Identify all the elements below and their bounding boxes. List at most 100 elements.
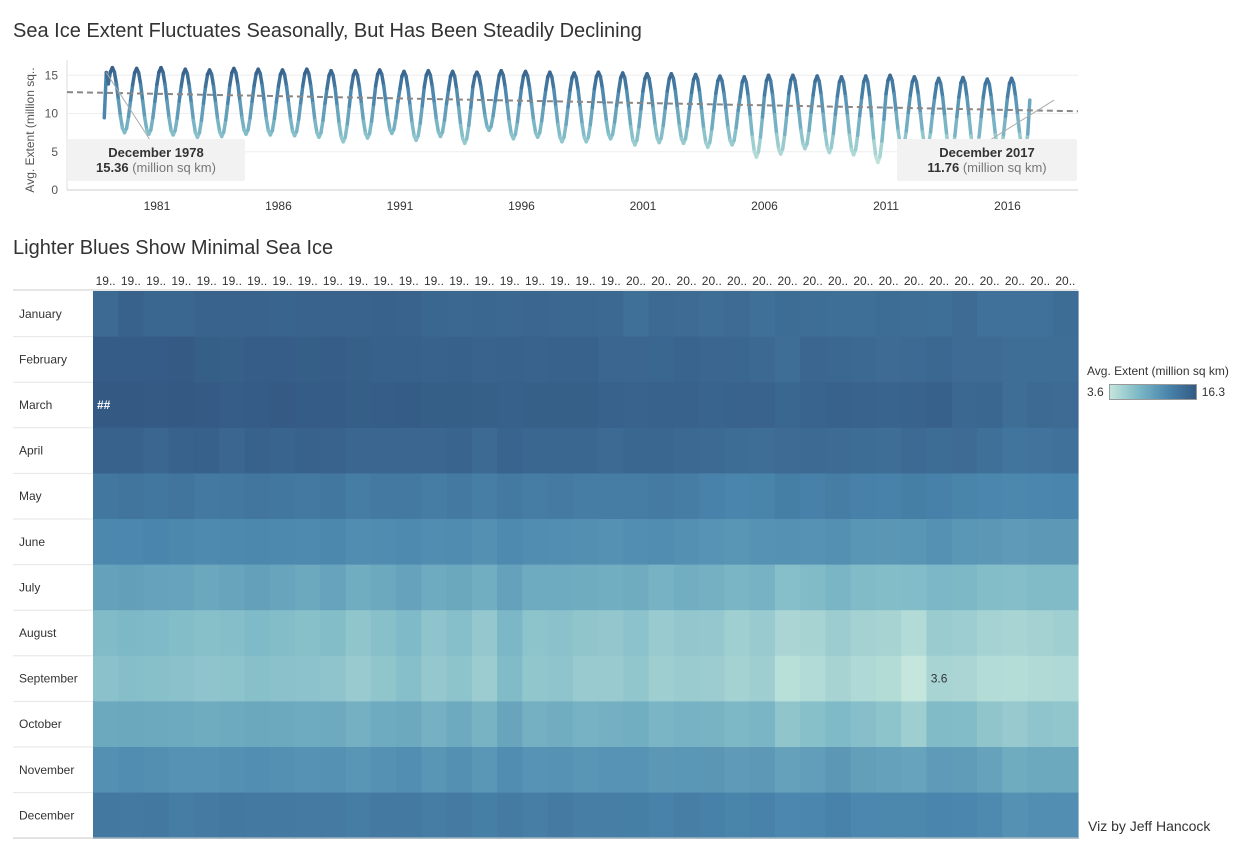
heatmap-cell[interactable] — [976, 610, 1003, 657]
heatmap-cell[interactable] — [951, 382, 978, 429]
heatmap-cell[interactable] — [724, 792, 751, 839]
heatmap-cell[interactable] — [749, 792, 776, 839]
heatmap-cell[interactable] — [623, 427, 650, 474]
heatmap-cell[interactable] — [749, 427, 776, 474]
heatmap-cell[interactable] — [1052, 336, 1079, 383]
heatmap-cell[interactable] — [901, 382, 928, 429]
heatmap-cell[interactable] — [497, 382, 523, 429]
heatmap-cell[interactable] — [572, 655, 599, 702]
heatmap-cell[interactable] — [572, 291, 599, 338]
heatmap-cell[interactable] — [194, 655, 220, 702]
heatmap-cell[interactable] — [471, 701, 498, 748]
heatmap-cell[interactable] — [623, 291, 650, 338]
heatmap-cell[interactable] — [850, 291, 877, 338]
heatmap-cell[interactable] — [623, 655, 650, 702]
heatmap-cell[interactable] — [901, 701, 928, 748]
heatmap-cell[interactable] — [875, 427, 902, 474]
heatmap-cell[interactable] — [1052, 610, 1079, 657]
heatmap-cell[interactable] — [396, 427, 422, 474]
heatmap-cell[interactable] — [1052, 291, 1079, 338]
heatmap-cell[interactable] — [547, 382, 574, 429]
heatmap-cell[interactable] — [345, 747, 372, 794]
heatmap-cell[interactable] — [774, 519, 801, 566]
heatmap-cell[interactable] — [724, 519, 751, 566]
heatmap-cell[interactable] — [1027, 747, 1054, 794]
heatmap-cell[interactable] — [497, 473, 523, 520]
heatmap-cell[interactable] — [522, 336, 549, 383]
heatmap-cell[interactable] — [951, 747, 978, 794]
heatmap-cell[interactable] — [774, 427, 801, 474]
heatmap-cell[interactable] — [598, 655, 624, 702]
heatmap-cell[interactable] — [749, 382, 776, 429]
heatmap-cell[interactable] — [1002, 610, 1029, 657]
heatmap-cell[interactable] — [547, 336, 574, 383]
heatmap-cell[interactable] — [976, 747, 1003, 794]
heatmap-cell[interactable] — [1002, 336, 1029, 383]
heatmap-cell[interactable] — [598, 519, 624, 566]
heatmap-cell[interactable] — [1052, 564, 1079, 611]
heatmap-cell[interactable] — [446, 610, 473, 657]
heatmap-cell[interactable] — [219, 382, 246, 429]
heatmap-cell[interactable] — [396, 382, 422, 429]
heatmap-cell[interactable] — [118, 427, 145, 474]
heatmap-cell[interactable] — [93, 519, 119, 566]
heatmap-cell[interactable] — [118, 473, 145, 520]
heatmap-cell[interactable] — [850, 610, 877, 657]
heatmap-cell[interactable] — [143, 427, 170, 474]
heatmap-cell[interactable] — [825, 610, 852, 657]
heatmap-cell[interactable] — [572, 701, 599, 748]
heatmap-cell[interactable] — [648, 792, 675, 839]
heatmap-cell[interactable] — [1027, 382, 1054, 429]
heatmap-cell[interactable] — [850, 792, 877, 839]
heatmap-cell[interactable] — [244, 427, 271, 474]
heatmap-cell[interactable] — [370, 701, 397, 748]
heatmap-cell[interactable] — [168, 792, 195, 839]
heatmap-cell[interactable] — [648, 519, 675, 566]
heatmap-cell[interactable] — [800, 382, 827, 429]
heatmap-cell[interactable] — [471, 792, 498, 839]
heatmap-cell[interactable] — [547, 427, 574, 474]
heatmap-cell[interactable] — [572, 473, 599, 520]
heatmap-cell[interactable] — [648, 473, 675, 520]
heatmap-cell[interactable] — [623, 473, 650, 520]
heatmap-cell[interactable] — [976, 701, 1003, 748]
heatmap-cell[interactable] — [951, 792, 978, 839]
heatmap-cell[interactable] — [1052, 792, 1079, 839]
heatmap-cell[interactable] — [901, 610, 928, 657]
heatmap-cell[interactable] — [850, 519, 877, 566]
heatmap-cell[interactable] — [749, 291, 776, 338]
heatmap-cell[interactable] — [295, 291, 321, 338]
heatmap-cell[interactable] — [446, 427, 473, 474]
heatmap-cell[interactable] — [421, 291, 448, 338]
heatmap-cell[interactable] — [800, 701, 827, 748]
heatmap-cell[interactable] — [370, 473, 397, 520]
heatmap-cell[interactable] — [497, 291, 523, 338]
heatmap-cell[interactable] — [623, 747, 650, 794]
heatmap-cell[interactable] — [93, 427, 119, 474]
heatmap-cell[interactable] — [1027, 473, 1054, 520]
heatmap-cell[interactable] — [295, 701, 321, 748]
heatmap-cell[interactable] — [1002, 473, 1029, 520]
heatmap-cell[interactable] — [143, 336, 170, 383]
heatmap-cell[interactable] — [370, 747, 397, 794]
heatmap-cell[interactable] — [93, 747, 119, 794]
heatmap-cell[interactable] — [370, 382, 397, 429]
heatmap-cell[interactable] — [118, 291, 145, 338]
heatmap-cell[interactable] — [724, 427, 751, 474]
heatmap-cell[interactable] — [598, 610, 624, 657]
heatmap-cell[interactable] — [118, 747, 145, 794]
heatmap-cell[interactable] — [446, 519, 473, 566]
heatmap-cell[interactable] — [875, 792, 902, 839]
heatmap-cell[interactable] — [1027, 519, 1054, 566]
heatmap-cell[interactable] — [699, 427, 726, 474]
heatmap-cell[interactable] — [825, 382, 852, 429]
heatmap-cell[interactable] — [421, 655, 448, 702]
heatmap-cell[interactable] — [93, 291, 119, 338]
heatmap-cell[interactable] — [699, 291, 726, 338]
heatmap-cell[interactable] — [547, 291, 574, 338]
heatmap-cell[interactable] — [320, 336, 347, 383]
heatmap-cell[interactable] — [446, 655, 473, 702]
heatmap-cell[interactable] — [168, 382, 195, 429]
heatmap-cell[interactable] — [219, 473, 246, 520]
heatmap-cell[interactable] — [749, 473, 776, 520]
